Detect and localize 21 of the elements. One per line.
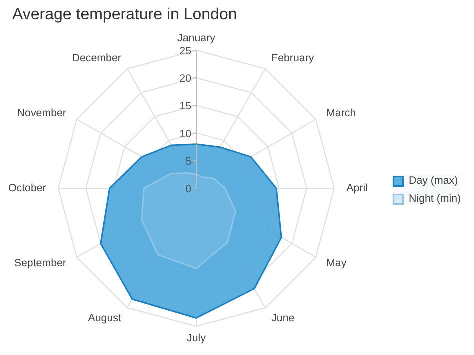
spoke-label: June [272,312,295,325]
spoke-label: November [17,107,67,120]
spoke-label: February [272,52,315,64]
spoke-label: January [178,32,216,44]
spoke-label: May [326,258,348,270]
spoke-label: August [88,312,122,325]
y-tick-label: 5 [186,156,192,168]
spoke-label: October [8,182,47,194]
chart-title: Average temperature in London [12,6,238,24]
spoke-label: December [72,52,122,64]
y-tick-label: 0 [186,184,192,196]
spoke-label: July [187,332,207,345]
legend-label: Night (min) [409,193,462,205]
spoke-label: April [346,182,368,194]
y-tick-label: 10 [180,128,192,140]
y-tick-label: 20 [180,73,192,86]
spoke-label: September [14,258,67,270]
spoke-label: March [326,107,356,120]
legend-label: Day (max) [409,175,458,187]
y-tick-label: 25 [180,46,192,58]
y-tick-label: 15 [180,100,192,113]
